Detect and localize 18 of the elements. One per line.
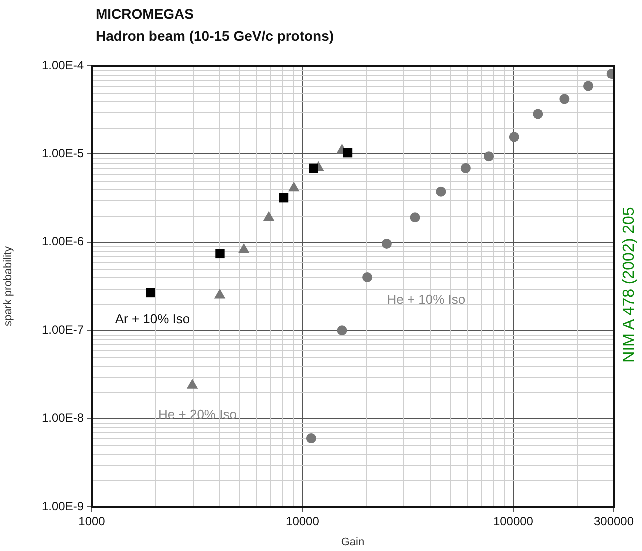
text: NIM A 478 (2002) 205: [621, 207, 639, 363]
chart-subtitle: Hadron beam (10-15 GeV/c protons): [96, 28, 334, 44]
y-tick-label: 1.00E-9: [42, 499, 84, 514]
x-tick-label: 1000: [78, 514, 106, 529]
x-axis-title: Gain: [341, 536, 365, 548]
x-tick-label: 10000: [286, 514, 320, 529]
y-tick-label: 1.00E-7: [42, 322, 84, 337]
y-tick-label: 1.00E-6: [42, 234, 84, 249]
x-tick-label: 100000: [493, 514, 534, 529]
x-tick-label: 300000: [594, 514, 634, 529]
series-label: He + 10% Iso: [387, 292, 466, 308]
y-tick-label: 1.00E-4: [42, 58, 84, 72]
y-tick-label: 1.00E-5: [42, 146, 84, 161]
chart-title: MICROMEGAS: [96, 6, 194, 22]
series-label: He + 20% Iso: [158, 407, 237, 422]
y-tick-label: 1.00E-8: [42, 411, 84, 426]
y-axis-title: spark probability: [2, 246, 15, 327]
series-label: Ar + 10% Iso: [115, 312, 190, 327]
